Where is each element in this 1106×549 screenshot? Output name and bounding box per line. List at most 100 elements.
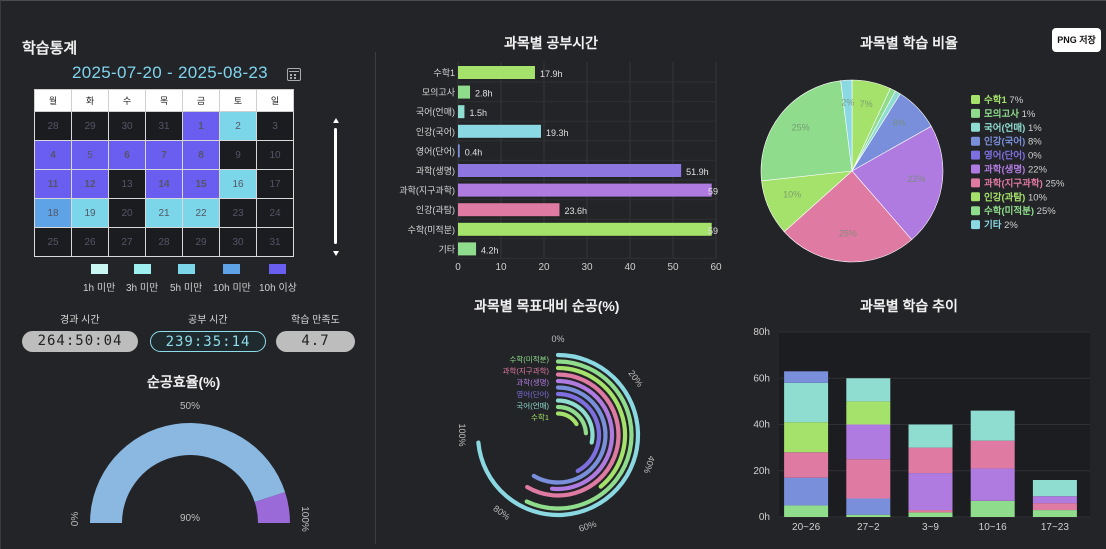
stack-segment[interactable]: [908, 512, 953, 517]
bar[interactable]: [458, 222, 712, 236]
scroll-down-icon[interactable]: [333, 251, 339, 256]
calendar-day[interactable]: 3: [256, 111, 294, 141]
bar[interactable]: [458, 242, 477, 256]
stack-segment[interactable]: [846, 378, 891, 402]
stack-segment[interactable]: [908, 473, 953, 511]
stack-segment[interactable]: [784, 371, 829, 383]
calendar-day[interactable]: 8: [182, 140, 220, 170]
calendar-day[interactable]: 22: [182, 198, 220, 228]
calendar-day[interactable]: 15: [182, 169, 220, 199]
radial-bar[interactable]: [555, 391, 602, 474]
calendar-day[interactable]: 30: [108, 111, 146, 141]
weekday-header: 토: [219, 89, 257, 112]
legend-item: 10h 미만: [213, 264, 251, 294]
stack-segment[interactable]: [908, 424, 953, 448]
stack-segment[interactable]: [1032, 510, 1077, 517]
stack-segment[interactable]: [970, 500, 1015, 517]
stack-segment[interactable]: [970, 440, 1015, 469]
calendar-day[interactable]: 10: [256, 140, 294, 170]
pie-slice[interactable]: [783, 170, 913, 263]
stack-segment[interactable]: [846, 424, 891, 460]
calendar-scrollbar[interactable]: [333, 118, 339, 256]
calendar-day[interactable]: 17: [256, 169, 294, 199]
calendar-day[interactable]: 12: [71, 169, 109, 199]
stack-segment[interactable]: [970, 468, 1015, 501]
calendar-day[interactable]: 28: [34, 111, 72, 141]
calendar-day[interactable]: 4: [34, 140, 72, 170]
bar[interactable]: [458, 66, 535, 79]
category-label: 인강(과탐): [416, 204, 455, 215]
stack-segment[interactable]: [846, 459, 891, 499]
calendar-day[interactable]: 29: [182, 227, 220, 257]
calendar-day[interactable]: 6: [108, 140, 146, 170]
calendar-icon[interactable]: [287, 68, 301, 81]
calendar-day[interactable]: 30: [219, 227, 257, 257]
radial-bar[interactable]: [476, 352, 641, 518]
stack-segment[interactable]: [784, 422, 829, 453]
calendar-day[interactable]: 2: [219, 111, 257, 141]
calendar-day[interactable]: 13: [108, 169, 146, 199]
calendar-day[interactable]: 19: [71, 198, 109, 228]
calendar-day[interactable]: 18: [34, 198, 72, 228]
stack-segment[interactable]: [784, 382, 829, 423]
weekday-header: 월: [34, 89, 72, 112]
stack-segment[interactable]: [908, 510, 953, 513]
date-range[interactable]: 2025-07-20 - 2025-08-23: [72, 63, 268, 82]
calendar-day[interactable]: 16: [219, 169, 257, 199]
calendar-day[interactable]: 31: [256, 227, 294, 257]
calendar-day[interactable]: 24: [256, 198, 294, 228]
calendar-day[interactable]: 5: [71, 140, 109, 170]
radial-bar[interactable]: [555, 398, 595, 445]
calendar-day[interactable]: 20: [108, 198, 146, 228]
calendar-day[interactable]: 11: [34, 169, 72, 199]
calendar-day[interactable]: 31: [145, 111, 183, 141]
pie-slice[interactable]: [760, 80, 853, 182]
stack-segment[interactable]: [908, 447, 953, 474]
legend-swatch: [90, 264, 108, 274]
stack-segment[interactable]: [784, 477, 829, 506]
png-save-button[interactable]: PNG 저장: [1052, 28, 1101, 52]
scroll-thumb[interactable]: [334, 128, 337, 244]
stack-segment[interactable]: [1032, 503, 1077, 511]
category-label: 모의고사: [422, 88, 456, 98]
calendar-day[interactable]: 29: [71, 111, 109, 141]
bar[interactable]: [458, 164, 682, 177]
stack-segment[interactable]: [784, 505, 829, 517]
calendar-day[interactable]: 26: [71, 227, 109, 257]
calendar-day[interactable]: 23: [219, 198, 257, 228]
bar[interactable]: [458, 183, 712, 197]
calendar-day[interactable]: 7: [145, 140, 183, 170]
bar[interactable]: [458, 105, 465, 119]
calendar-day[interactable]: 14: [145, 169, 183, 199]
calendar-day[interactable]: 28: [145, 227, 183, 257]
radial-bar[interactable]: [555, 365, 628, 489]
pie-slice[interactable]: [840, 79, 853, 172]
radial-bar[interactable]: [525, 372, 621, 498]
radial-bar[interactable]: [555, 404, 589, 436]
stack-segment[interactable]: [1032, 496, 1077, 504]
radial-bar[interactable]: [531, 385, 608, 485]
calendar-day[interactable]: 27: [108, 227, 146, 257]
x-tick-label: 50: [667, 262, 679, 273]
bar[interactable]: [458, 203, 560, 217]
bar[interactable]: [458, 144, 460, 158]
radial-bar[interactable]: [524, 359, 634, 511]
stack-segment[interactable]: [1032, 480, 1077, 497]
stack-segment[interactable]: [784, 452, 829, 478]
pie-slice[interactable]: [851, 125, 944, 241]
radial-bar[interactable]: [549, 378, 615, 492]
scroll-up-icon[interactable]: [333, 118, 339, 123]
calendar-day[interactable]: 9: [219, 140, 257, 170]
stack-segment[interactable]: [846, 401, 891, 425]
stack-segment[interactable]: [846, 498, 891, 515]
stack-segment[interactable]: [970, 410, 1015, 441]
calendar-day[interactable]: 1: [182, 111, 220, 141]
bar[interactable]: [458, 124, 541, 138]
bar[interactable]: [458, 85, 471, 99]
calendar-day[interactable]: 21: [145, 198, 183, 228]
calendar-day[interactable]: 25: [34, 227, 72, 257]
stack-segment[interactable]: [846, 514, 891, 517]
legend-item: 3h 미만: [126, 264, 158, 294]
radial-bar[interactable]: [555, 411, 579, 427]
data-label: 59: [708, 226, 718, 236]
